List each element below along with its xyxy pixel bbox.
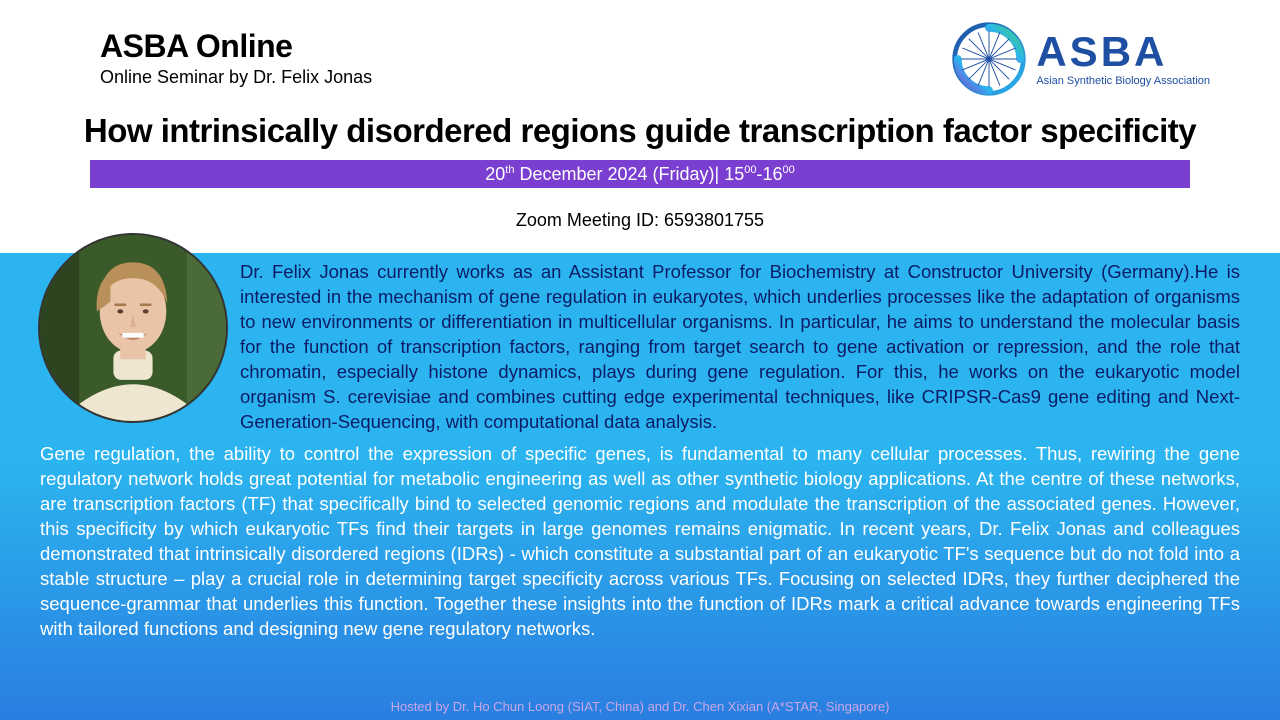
asba-logo-text: ASBA Asian Synthetic Biology Association: [1036, 31, 1210, 87]
asba-logo-letters: ASBA: [1036, 31, 1167, 73]
date-rest: December 2024 (Friday)| 15: [514, 164, 744, 184]
time-sep: -16: [756, 164, 782, 184]
asba-logo-subline: Asian Synthetic Biology Association: [1036, 75, 1210, 87]
speaker-avatar: [38, 233, 228, 423]
speaker-bio: Dr. Felix Jonas currently works as an As…: [240, 260, 1240, 435]
time-to-min: 00: [783, 164, 795, 176]
hosted-by: Hosted by Dr. Ho Chun Loong (SIAT, China…: [0, 699, 1280, 714]
talk-title: How intrinsically disordered regions gui…: [0, 112, 1280, 150]
date-bar: 20th December 2024 (Friday)| 1500-1600: [90, 160, 1190, 188]
talk-abstract: Gene regulation, the ability to control …: [40, 442, 1240, 642]
time-from-min: 00: [744, 164, 756, 176]
asba-logo-icon: [950, 20, 1028, 98]
seminar-subtitle: Online Seminar by Dr. Felix Jonas: [100, 67, 372, 88]
zoom-meeting-id: Zoom Meeting ID: 6593801755: [0, 210, 1280, 231]
header-left: ASBA Online Online Seminar by Dr. Felix …: [100, 28, 372, 88]
date-day: 20: [485, 164, 505, 184]
seminar-flyer: ASBA Online Online Seminar by Dr. Felix …: [0, 0, 1280, 720]
org-name: ASBA Online: [100, 28, 372, 65]
date-bar-text: 20th December 2024 (Friday)| 1500-1600: [485, 164, 795, 185]
asba-logo: ASBA Asian Synthetic Biology Association: [950, 20, 1210, 98]
